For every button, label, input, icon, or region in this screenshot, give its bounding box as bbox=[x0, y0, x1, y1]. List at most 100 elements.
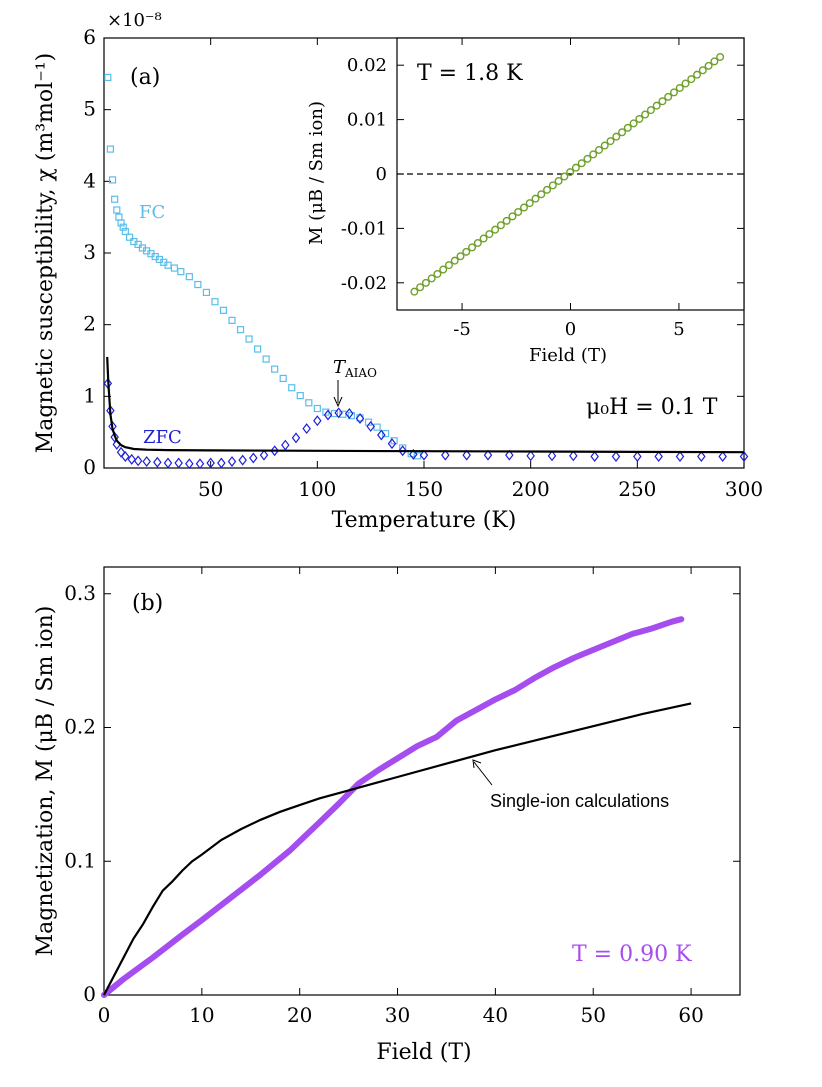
inset-point bbox=[669, 88, 678, 97]
t-aiao-label: TAIAO bbox=[333, 357, 377, 380]
zfc-point bbox=[127, 453, 136, 465]
y-tick-label: -0.02 bbox=[341, 273, 387, 294]
inset-point bbox=[531, 194, 540, 203]
single-ion-arrow bbox=[473, 761, 493, 786]
panel-b-label: (b) bbox=[132, 591, 163, 616]
y-tick-label: 0.01 bbox=[347, 110, 387, 131]
inset-point bbox=[444, 261, 453, 270]
zfc-point bbox=[217, 457, 226, 469]
measured-curve bbox=[101, 616, 685, 998]
fc-point bbox=[211, 298, 219, 306]
inset-point bbox=[525, 199, 534, 208]
fc-label: FC bbox=[139, 202, 165, 223]
y-tick-label: 4 bbox=[83, 168, 96, 192]
zfc-point bbox=[675, 451, 685, 463]
zfc-point bbox=[133, 455, 143, 467]
zfc-point bbox=[142, 456, 151, 468]
fc-point bbox=[296, 392, 304, 400]
fc-point bbox=[108, 176, 117, 184]
zfc-point bbox=[185, 458, 194, 470]
inset-point bbox=[410, 287, 419, 296]
y-tick-label: 0 bbox=[376, 164, 387, 185]
zfc-point bbox=[281, 439, 290, 451]
inset-point bbox=[416, 283, 425, 292]
inset-point bbox=[491, 225, 500, 234]
fc-point bbox=[202, 288, 210, 297]
inset-point bbox=[519, 203, 528, 212]
y-tick-label: 3 bbox=[83, 240, 96, 264]
fc-point bbox=[219, 306, 228, 314]
inset-point bbox=[479, 234, 488, 243]
fc-point bbox=[125, 233, 134, 241]
inset-point bbox=[675, 83, 684, 92]
inset-point bbox=[704, 61, 713, 70]
fc-point bbox=[194, 280, 202, 289]
zfc-point bbox=[505, 449, 514, 461]
inset-point bbox=[612, 132, 621, 141]
inset-point bbox=[433, 269, 442, 278]
fc-point bbox=[313, 404, 321, 413]
x-tick-label: 50 bbox=[581, 1003, 606, 1027]
x-tick-label: 20 bbox=[287, 1003, 312, 1027]
zfc-point bbox=[526, 450, 535, 462]
panel-b-frame bbox=[103, 566, 741, 996]
x-tick-label: 250 bbox=[618, 477, 656, 501]
zfc-point bbox=[270, 445, 279, 457]
panel-a-data bbox=[103, 73, 749, 470]
inset-point bbox=[462, 247, 471, 256]
zfc-point bbox=[366, 420, 375, 432]
inset-point bbox=[710, 57, 719, 66]
inset-ticks: -5 0 5 -0.02 -0.01 0 0.01 0.02 bbox=[341, 38, 744, 340]
inset-point bbox=[687, 75, 696, 84]
x-tick-label: 40 bbox=[483, 1003, 508, 1027]
inset-point bbox=[502, 216, 511, 225]
fc-point bbox=[117, 219, 125, 227]
zfc-point bbox=[547, 450, 557, 462]
zfc-point bbox=[387, 438, 397, 450]
zfc-point bbox=[227, 456, 237, 468]
inset-point bbox=[514, 207, 523, 216]
fc-point bbox=[185, 273, 193, 281]
temperature-label: T = 0.90 K bbox=[572, 942, 692, 967]
zfc-point bbox=[259, 449, 269, 461]
x-tick-label: 10 bbox=[189, 1003, 214, 1027]
y-tick-label: 6 bbox=[83, 25, 96, 49]
t-aiao-sub: AIAO bbox=[344, 366, 377, 380]
fc-point bbox=[245, 335, 253, 343]
inset-point bbox=[554, 176, 563, 185]
zfc-point bbox=[718, 451, 727, 463]
inset: -5 0 5 -0.02 -0.01 0 0.01 0.02 T = 1.8 K Field … bbox=[306, 37, 745, 366]
fc-point bbox=[271, 365, 279, 373]
zfc-point bbox=[409, 448, 418, 460]
inset-point bbox=[629, 119, 638, 128]
fc-point bbox=[279, 374, 287, 383]
fc-point bbox=[330, 409, 338, 418]
zfc-point bbox=[355, 413, 365, 425]
inset-point bbox=[427, 274, 436, 283]
x-tick-label: -5 bbox=[453, 319, 471, 340]
zfc-point bbox=[153, 456, 162, 468]
panel-b-xlabel: Field (T) bbox=[376, 1040, 471, 1065]
zfc-point bbox=[302, 423, 311, 435]
inset-point bbox=[566, 168, 575, 177]
panel-a-xlabel: Temperature (K) bbox=[332, 508, 517, 533]
y-tick-label: 5 bbox=[83, 97, 96, 121]
inset-point bbox=[658, 97, 667, 106]
inset-point bbox=[571, 163, 580, 172]
x-tick-label: 30 bbox=[385, 1003, 410, 1027]
zfc-point bbox=[174, 457, 183, 469]
zfc-point bbox=[334, 407, 343, 419]
y-tick-label: 0.2 bbox=[64, 715, 96, 739]
fc-point bbox=[104, 73, 112, 82]
inset-point bbox=[485, 230, 494, 239]
y-tick-label: 0.3 bbox=[64, 581, 96, 605]
inset-ylabel: M (μB / Sm ion) bbox=[306, 101, 327, 245]
inset-point bbox=[698, 66, 707, 75]
fc-point bbox=[106, 145, 115, 153]
zfc-label: ZFC bbox=[143, 427, 182, 448]
zfc-point bbox=[121, 451, 130, 463]
inset-point bbox=[421, 278, 430, 287]
zfc-point bbox=[654, 451, 663, 463]
panel-a-label: (a) bbox=[130, 65, 160, 90]
